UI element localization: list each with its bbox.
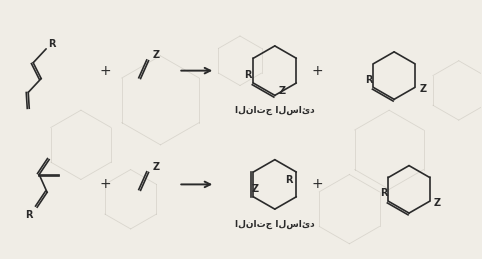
Text: Z: Z (153, 162, 160, 172)
Text: Z: Z (434, 198, 441, 208)
Text: الناتج السائد: الناتج السائد (235, 219, 315, 228)
Text: R: R (244, 70, 252, 80)
Text: Z: Z (419, 84, 426, 95)
Text: +: + (100, 177, 112, 191)
Text: Z: Z (252, 184, 259, 194)
Text: الناتج السائد: الناتج السائد (235, 106, 315, 115)
Text: Z: Z (153, 50, 160, 60)
Text: +: + (312, 177, 323, 191)
Text: R: R (48, 39, 56, 49)
Text: +: + (312, 64, 323, 78)
Text: R: R (285, 175, 292, 185)
Text: R: R (365, 75, 372, 84)
Text: Z: Z (278, 87, 285, 96)
Text: R: R (26, 210, 33, 220)
Text: R: R (380, 188, 387, 198)
Text: +: + (100, 64, 112, 78)
